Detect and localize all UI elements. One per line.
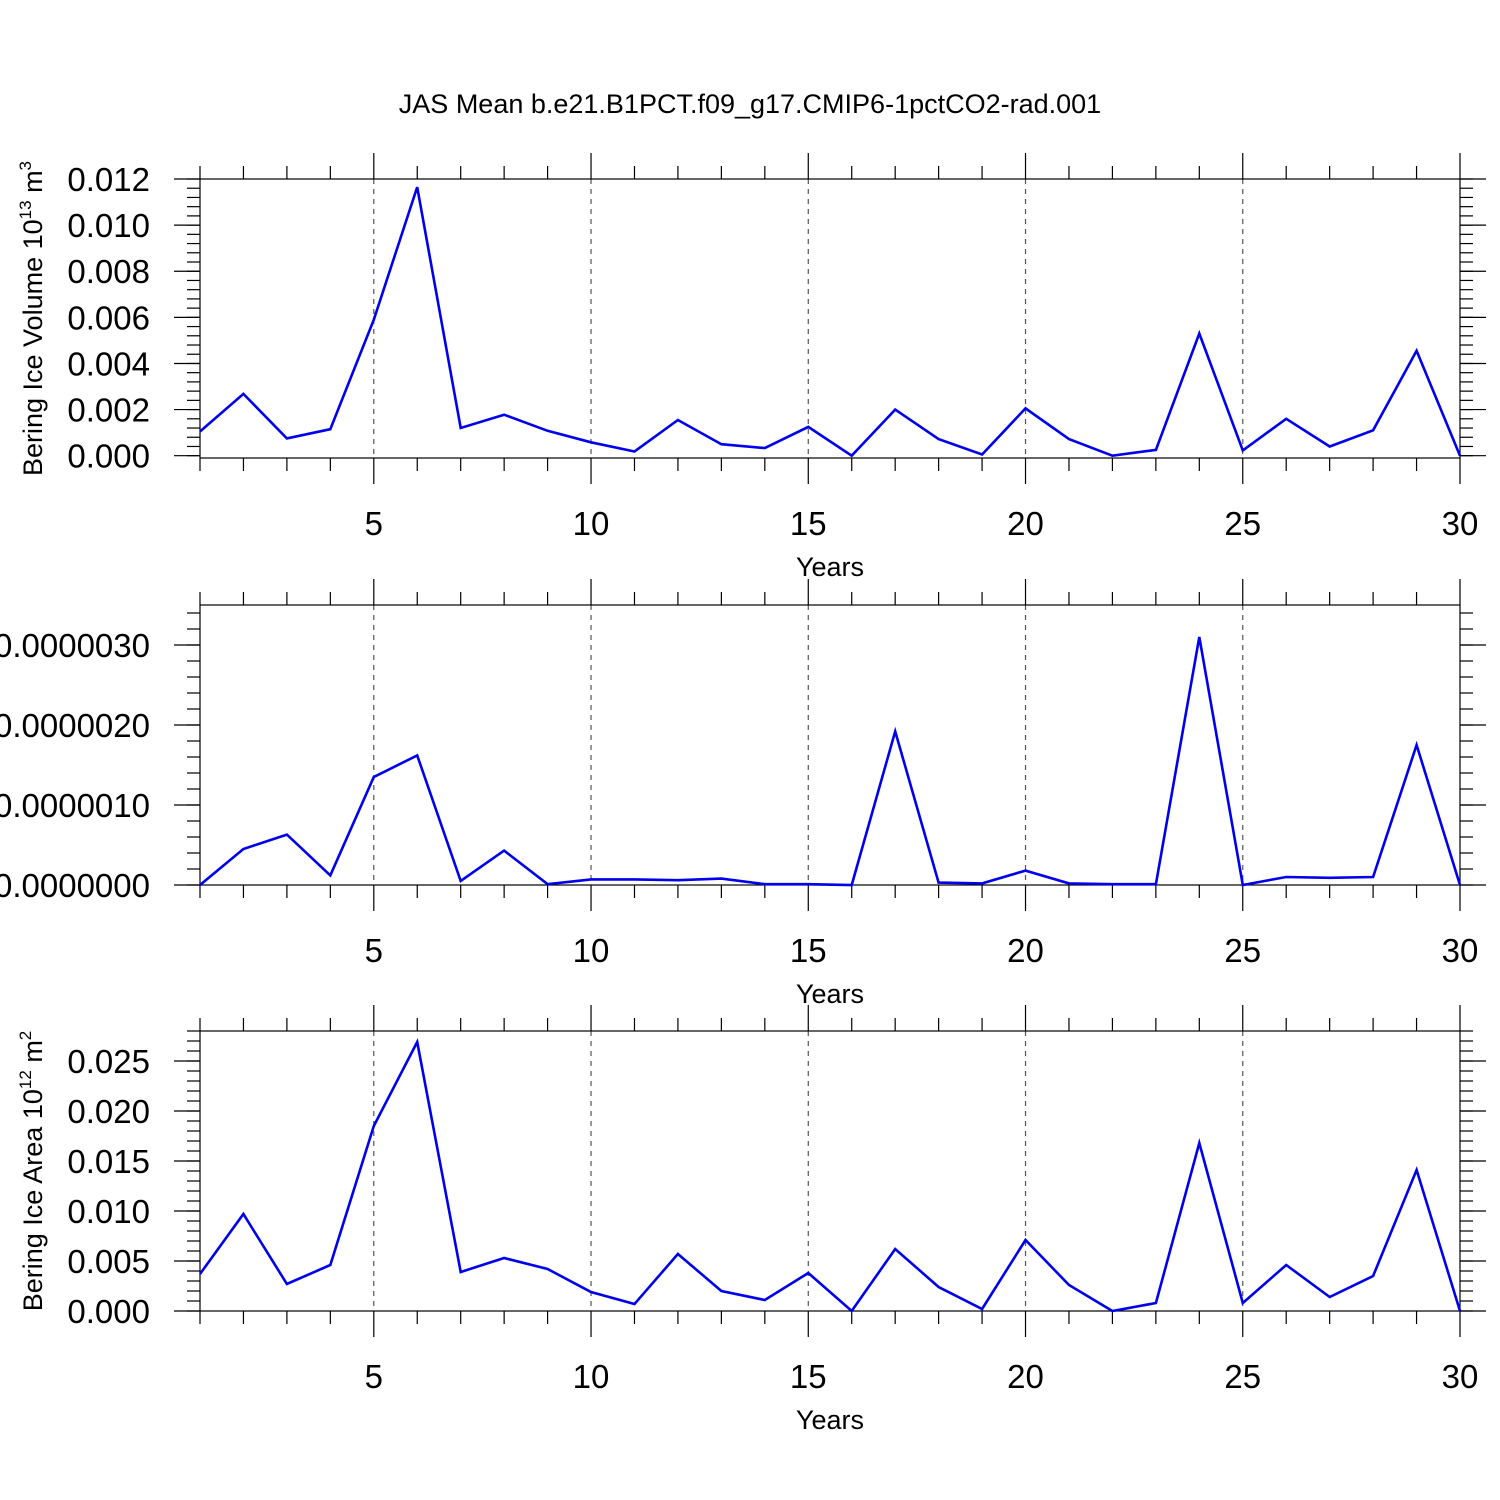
x-tick-label: 5 (365, 932, 383, 969)
y-tick-label: 0.008 (67, 253, 150, 290)
plot-frame (199, 1030, 1461, 1312)
series-line (199, 636, 1462, 887)
series-line (198, 1038, 1462, 1313)
x-axis-label: Years (796, 1405, 864, 1435)
panel-3: 5 10 15 20 25 30 0.000 0.005 0.010 0.015 0.020 0.02… (16, 1005, 1486, 1435)
panel-2: 5 10 15 20 25 30 0.0000000 0.0000010 0.0000020 0.… (0, 579, 1486, 1009)
y-tick-label: 0.0000020 (0, 707, 150, 744)
y-axis-label-unit: 10 (18, 1089, 48, 1119)
x-axis-label: Years (796, 552, 864, 582)
panel-1: 5 10 15 20 25 30 0.000 0.002 0.004 0.006 0.008 0.01… (16, 153, 1486, 582)
x-tick-label: 30 (1442, 1358, 1479, 1395)
y-axis-label-unit2: m (18, 170, 48, 200)
y-axis-label-exp: 13 (16, 200, 35, 219)
y-tick-label: 0.010 (67, 1193, 150, 1230)
y-tick-label: 0.025 (67, 1043, 150, 1080)
x-tick-label: 30 (1442, 505, 1479, 542)
y-axis-label-name: Bering Ice Area (18, 1119, 48, 1311)
plot-frame (199, 178, 1461, 459)
plot-frame (199, 604, 1461, 886)
x-tick-label: 25 (1224, 505, 1261, 542)
y-tick-label: 0.005 (67, 1243, 150, 1280)
x-tick-label: 25 (1224, 932, 1261, 969)
y-axis-label: Bering Ice Area 1012 m2 (16, 1031, 48, 1312)
x-tick-label: 15 (790, 505, 827, 542)
x-tick-label: 10 (573, 1358, 610, 1395)
y-tick-label: 0.020 (67, 1093, 150, 1130)
series-line (199, 186, 1462, 458)
x-tick-label: 5 (365, 505, 383, 542)
y-tick-label: 0.002 (67, 392, 150, 429)
x-tick-label: 25 (1224, 1358, 1261, 1395)
chart-title: JAS Mean b.e21.B1PCT.f09_g17.CMIP6-1pctC… (399, 89, 1101, 119)
y-tick-label: 0.000 (67, 1293, 150, 1330)
x-tick-label: 10 (573, 932, 610, 969)
y-tick-label: 0.000 (67, 438, 150, 475)
x-tick-label: 5 (365, 1358, 383, 1395)
y-axis-label-name: Bering Ice Volume (18, 249, 48, 476)
x-tick-label: 10 (573, 505, 610, 542)
y-axis-label-exp2: 3 (16, 161, 35, 170)
x-tick-label: 20 (1007, 505, 1044, 542)
y-tick-label: 0.006 (67, 299, 150, 336)
y-tick-label: 0.0000030 (0, 627, 150, 664)
x-axis-label: Years (796, 979, 864, 1009)
x-tick-label: 20 (1007, 932, 1044, 969)
y-tick-label: 0.0000000 (0, 867, 150, 904)
y-tick-label: 0.0000010 (0, 787, 150, 824)
y-tick-label: 0.010 (67, 207, 150, 244)
y-tick-label: 0.015 (67, 1143, 150, 1180)
y-axis-label-unit2: m (18, 1040, 48, 1070)
x-tick-label: 15 (790, 932, 827, 969)
panels: 5 10 15 20 25 300.0000.0020.0040.0060.0080.01… (0, 153, 1486, 1435)
x-tick-label: 30 (1442, 932, 1479, 969)
y-axis-label: Bering Ice Volume 1013 m3 (16, 161, 48, 476)
y-axis-label-exp2: 2 (16, 1031, 35, 1040)
y-tick-label: 0.012 (67, 161, 150, 198)
y-axis-label-exp: 12 (16, 1070, 35, 1089)
y-tick-label: 0.004 (67, 345, 150, 382)
x-tick-label: 15 (790, 1358, 827, 1395)
x-tick-label: 20 (1007, 1358, 1044, 1395)
y-axis-label-unit: 10 (18, 219, 48, 249)
